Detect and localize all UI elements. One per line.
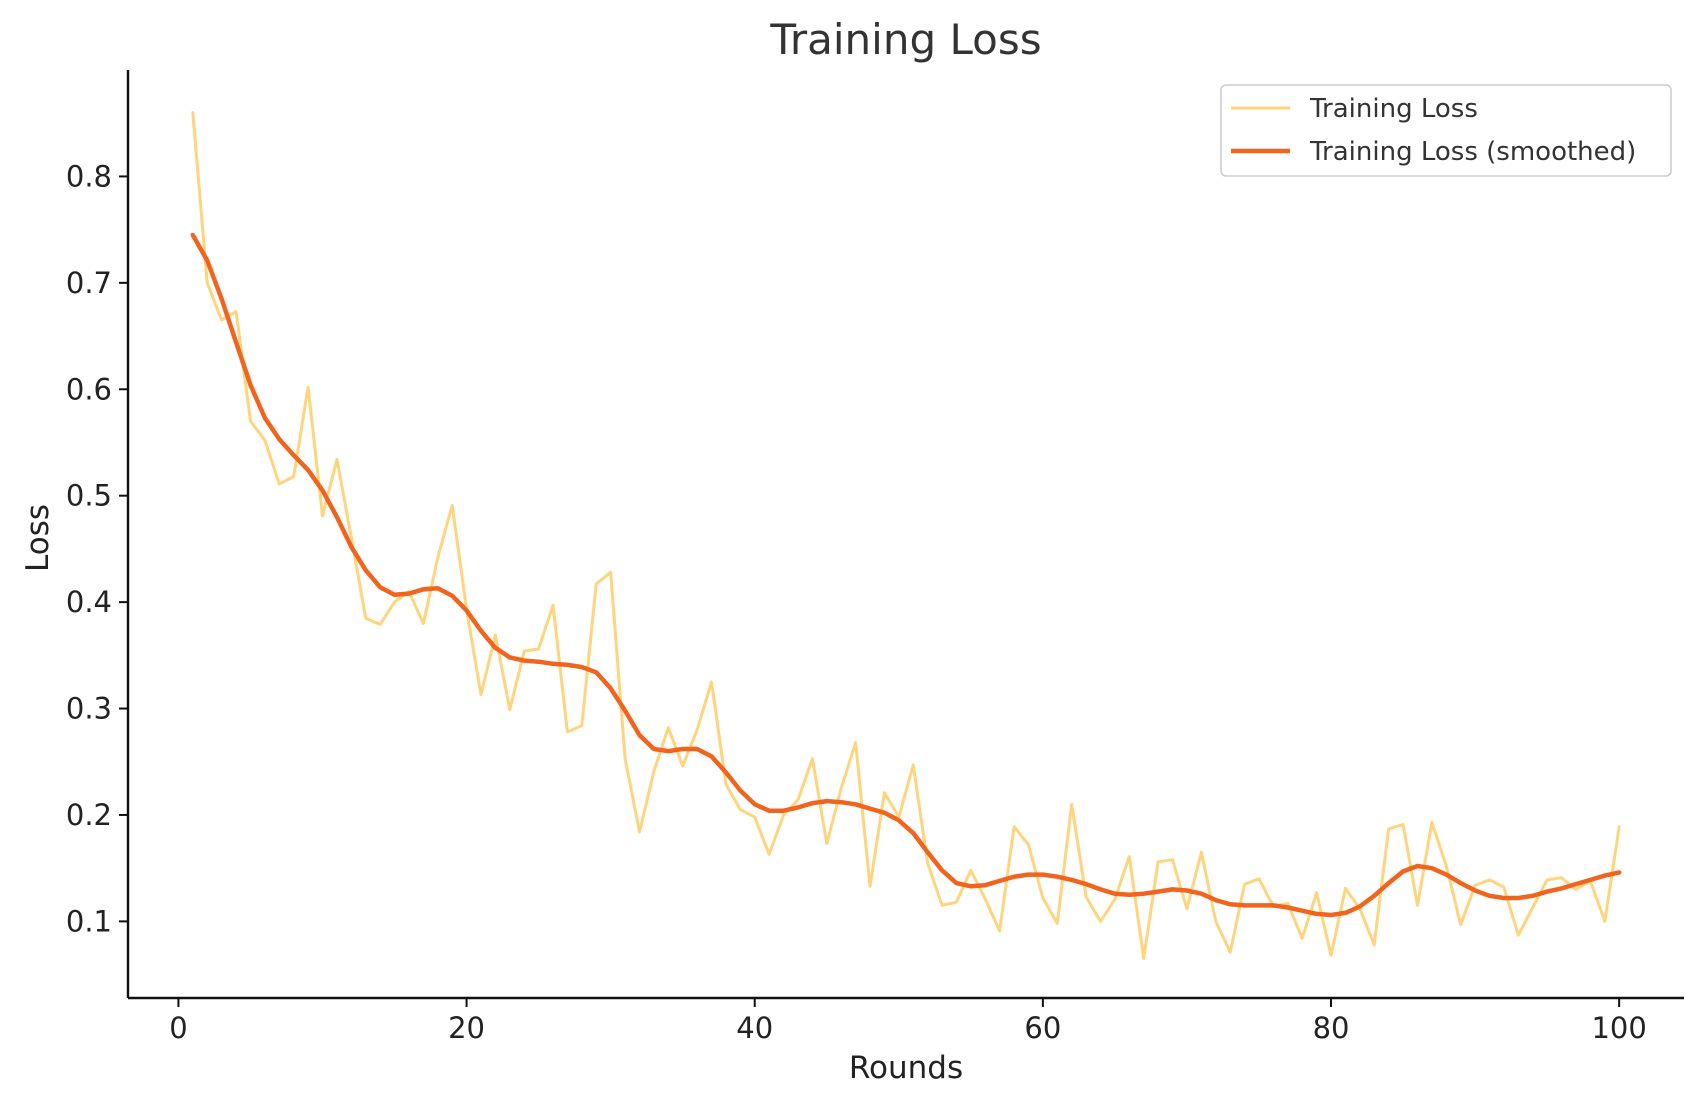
y-tick-label: 0.5 <box>66 479 112 513</box>
y-axis-ticks: 0.1 0.2 0.3 0.4 0.5 0.6 0.7 0.8 <box>66 159 128 938</box>
y-tick-label: 0.7 <box>66 266 112 300</box>
chart-title: Training Loss <box>769 15 1041 64</box>
x-tick-label: 20 <box>448 1011 485 1045</box>
y-tick-label: 0.3 <box>66 692 112 726</box>
legend-box <box>1220 84 1672 177</box>
x-axis-label: Rounds <box>849 1050 963 1086</box>
series-line-training-loss <box>191 111 1621 961</box>
x-tick-label: 80 <box>1313 1011 1350 1045</box>
x-axis-ticks: 0 20 40 60 80 100 <box>169 998 1647 1045</box>
plot-area <box>190 111 1622 961</box>
y-tick-label: 0.1 <box>66 904 112 938</box>
y-tick-label: 0.6 <box>66 372 112 406</box>
legend-label-training-loss-smoothed: Training Loss (smoothed) <box>1309 137 1636 167</box>
y-tick-label: 0.4 <box>66 585 112 619</box>
y-axis-label: Loss <box>20 504 56 572</box>
x-tick-label: 40 <box>736 1011 773 1045</box>
series-line-training-loss-smoothed <box>190 232 1622 918</box>
y-tick-label: 0.8 <box>66 159 112 193</box>
legend-label-training-loss: Training Loss <box>1309 94 1478 124</box>
x-tick-label: 100 <box>1591 1011 1646 1045</box>
x-tick-label: 0 <box>169 1011 187 1045</box>
x-tick-label: 60 <box>1024 1011 1061 1045</box>
legend: Training Loss Training Loss (smoothed) <box>1220 84 1672 177</box>
y-tick-label: 0.2 <box>66 798 112 832</box>
